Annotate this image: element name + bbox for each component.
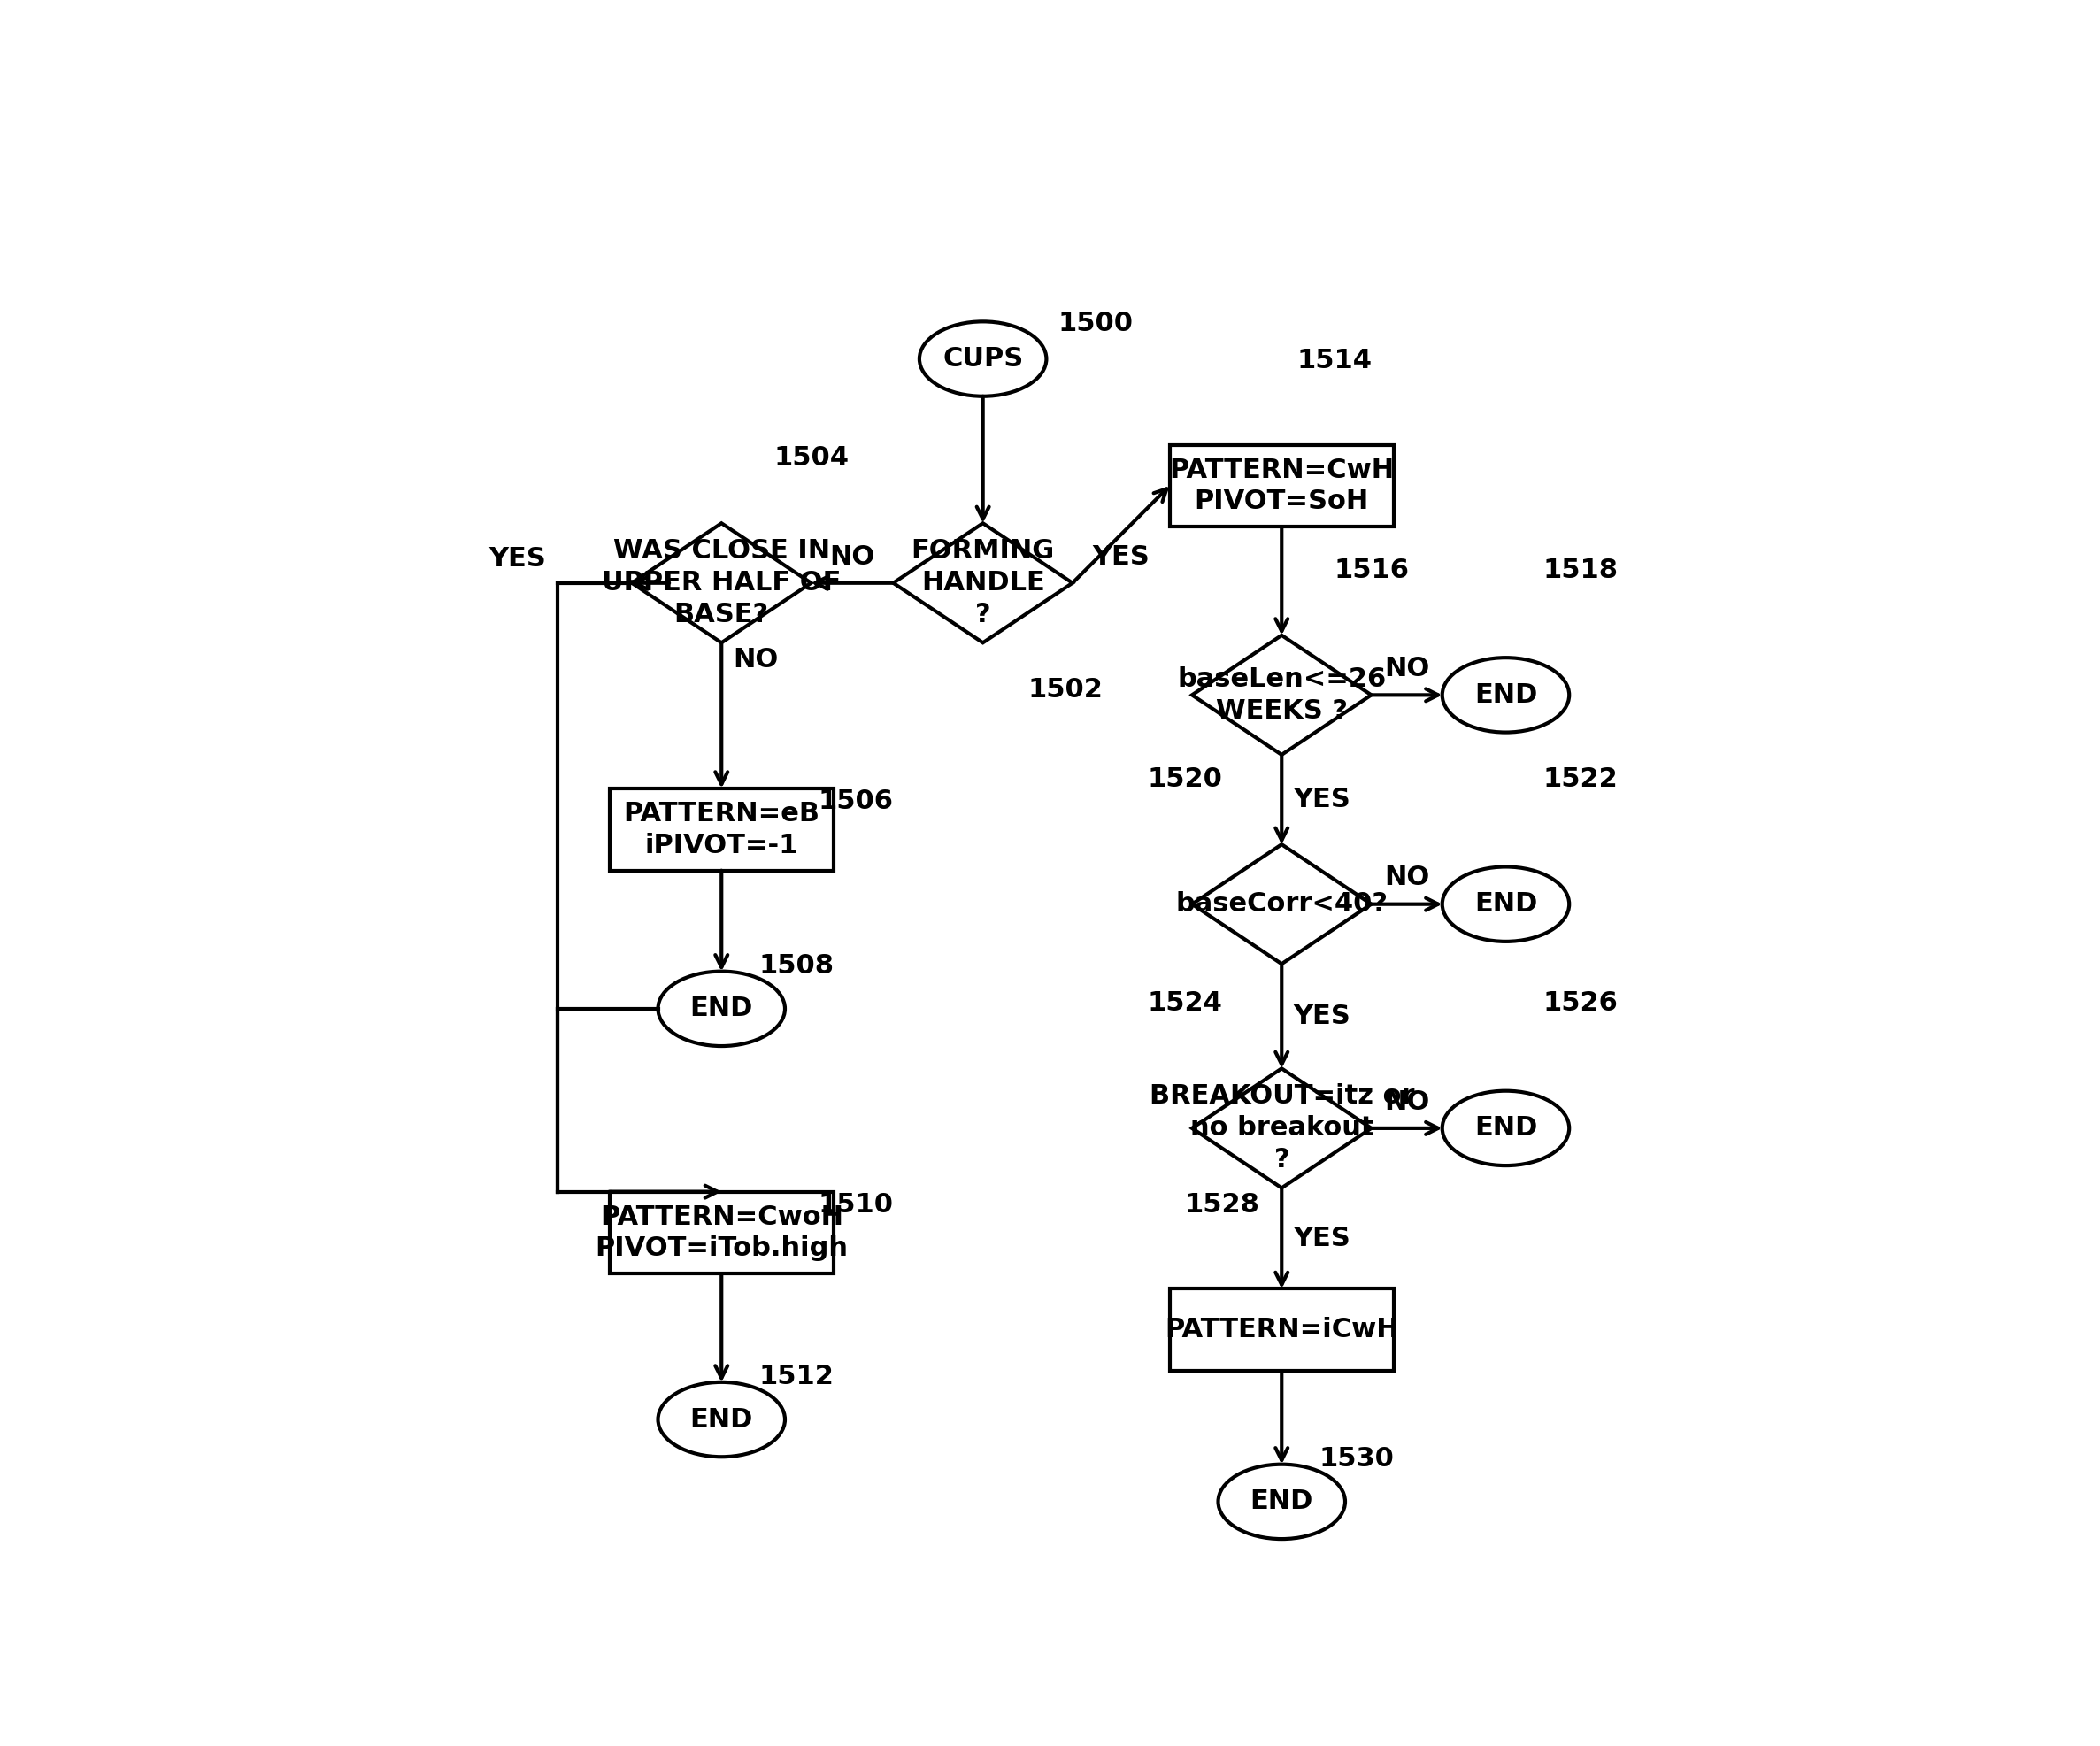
Text: NO: NO [733,646,777,672]
Text: END: END [1474,683,1537,707]
Text: 1518: 1518 [1544,557,1619,583]
Text: 1502: 1502 [1027,677,1102,702]
Bar [1170,1289,1394,1371]
Ellipse shape [1443,866,1569,941]
Text: BREAKOUT=itz or
no breakout
?: BREAKOUT=itz or no breakout ? [1149,1084,1413,1173]
Text: NO: NO [830,543,876,569]
Text: END: END [1474,1116,1537,1142]
Text: PATTERN=CwoH
PIVOT=iTob.high: PATTERN=CwoH PIVOT=iTob.high [594,1205,848,1262]
Text: CUPS: CUPS [943,346,1023,372]
Polygon shape [892,524,1073,643]
Text: YES: YES [489,546,546,571]
Bar [609,789,834,871]
Text: YES: YES [1294,787,1350,812]
Polygon shape [1193,636,1371,754]
Text: baseCorr<40?: baseCorr<40? [1176,890,1388,917]
Text: 1522: 1522 [1544,766,1619,793]
Ellipse shape [1218,1465,1346,1538]
Text: 1506: 1506 [819,789,895,814]
Bar [609,1193,834,1275]
Text: 1520: 1520 [1147,766,1222,793]
Text: 1530: 1530 [1319,1446,1394,1472]
Text: 1528: 1528 [1184,1193,1260,1219]
Polygon shape [632,524,811,643]
Text: 1500: 1500 [1058,311,1132,337]
Bar [1170,445,1394,527]
Polygon shape [1193,1069,1371,1187]
Text: baseLen<=26
WEEKS ?: baseLen<=26 WEEKS ? [1178,667,1386,725]
Text: PATTERN=iCwH: PATTERN=iCwH [1166,1316,1399,1343]
Ellipse shape [920,321,1046,396]
Text: YES: YES [1294,1004,1350,1028]
Text: FORMING
HANDLE
?: FORMING HANDLE ? [911,538,1054,627]
Text: END: END [1250,1489,1312,1514]
Text: END: END [691,995,754,1021]
Ellipse shape [1443,658,1569,732]
Text: 1510: 1510 [819,1193,895,1219]
Text: NO: NO [1384,864,1430,890]
Polygon shape [1193,845,1371,964]
Text: YES: YES [1294,1226,1350,1252]
Text: 1508: 1508 [758,953,834,980]
Text: 1512: 1512 [758,1364,834,1390]
Text: 1516: 1516 [1334,557,1409,583]
Text: 1524: 1524 [1147,990,1222,1016]
Ellipse shape [657,1383,785,1456]
Text: END: END [1474,890,1537,917]
Text: WAS CLOSE IN
UPPER HALF OF
BASE?: WAS CLOSE IN UPPER HALF OF BASE? [603,538,842,627]
Ellipse shape [1443,1091,1569,1166]
Text: 1504: 1504 [773,445,848,471]
Text: NO: NO [1384,1090,1430,1114]
Text: PATTERN=eB
iPIVOT=-1: PATTERN=eB iPIVOT=-1 [624,801,819,859]
Text: YES: YES [1092,543,1149,569]
Text: 1514: 1514 [1296,347,1371,374]
Ellipse shape [657,971,785,1046]
Text: 1526: 1526 [1544,990,1619,1016]
Text: NO: NO [1384,656,1430,681]
Text: PATTERN=CwH
PIVOT=SoH: PATTERN=CwH PIVOT=SoH [1170,457,1394,515]
Text: END: END [691,1407,754,1432]
